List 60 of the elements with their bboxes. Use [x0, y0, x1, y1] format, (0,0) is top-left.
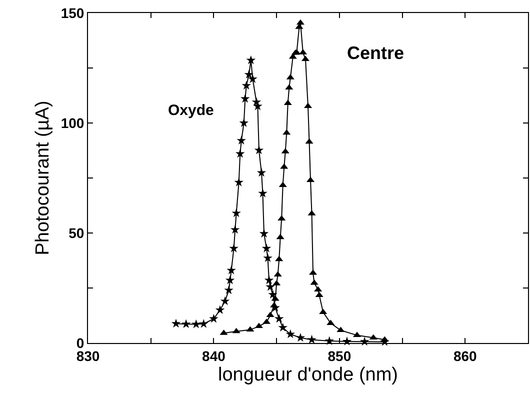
- point: [285, 84, 294, 90]
- point: [259, 228, 269, 238]
- point: [282, 129, 291, 135]
- point: [191, 319, 201, 328]
- y-tick-label: 100: [60, 114, 84, 131]
- y-tick-label: 50: [68, 224, 84, 241]
- point: [248, 74, 258, 83]
- point: [239, 118, 249, 127]
- x-tick-label: 850: [328, 348, 352, 364]
- point: [224, 285, 234, 294]
- point: [296, 19, 304, 25]
- x-tick-label: 860: [453, 348, 478, 364]
- point: [244, 70, 254, 79]
- point: [234, 178, 244, 186]
- point: [254, 145, 264, 154]
- point: [266, 312, 274, 318]
- point: [268, 290, 278, 299]
- y-tick-label: 150: [60, 4, 84, 21]
- point: [225, 275, 235, 284]
- point: [305, 138, 314, 144]
- point: [199, 318, 208, 328]
- point: [256, 168, 266, 177]
- point: [181, 319, 191, 328]
- point: [230, 224, 240, 234]
- point: [236, 136, 246, 145]
- point: [232, 328, 240, 334]
- point: [240, 94, 250, 103]
- point: [276, 234, 284, 240]
- text: Centre: [347, 43, 404, 63]
- point: [209, 314, 218, 323]
- point: [274, 314, 284, 323]
- point: [286, 329, 296, 338]
- point: [274, 271, 282, 277]
- point: [242, 80, 252, 90]
- point: [296, 332, 306, 342]
- point: [275, 256, 284, 262]
- point: [263, 253, 272, 262]
- point: [266, 282, 275, 291]
- point: [232, 208, 241, 218]
- point: [171, 318, 181, 328]
- point: [315, 292, 324, 298]
- point: [314, 286, 322, 292]
- point: [246, 326, 254, 332]
- point: [229, 244, 238, 252]
- point: [220, 296, 230, 306]
- point: [215, 305, 225, 314]
- x-axis-title: longueur d'onde (nm): [218, 364, 398, 386]
- point: [262, 244, 272, 252]
- point: [258, 188, 268, 198]
- x-tick-label: 840: [202, 348, 226, 364]
- point: [226, 266, 236, 274]
- point: [278, 182, 287, 188]
- point: [278, 322, 288, 332]
- point: [235, 148, 245, 158]
- point: [310, 279, 318, 285]
- point: [246, 55, 256, 64]
- point: [307, 334, 316, 344]
- y-axis-title: Photocourant (µA): [32, 100, 54, 256]
- series-label: Oxyde: [168, 102, 214, 119]
- point: [264, 275, 274, 284]
